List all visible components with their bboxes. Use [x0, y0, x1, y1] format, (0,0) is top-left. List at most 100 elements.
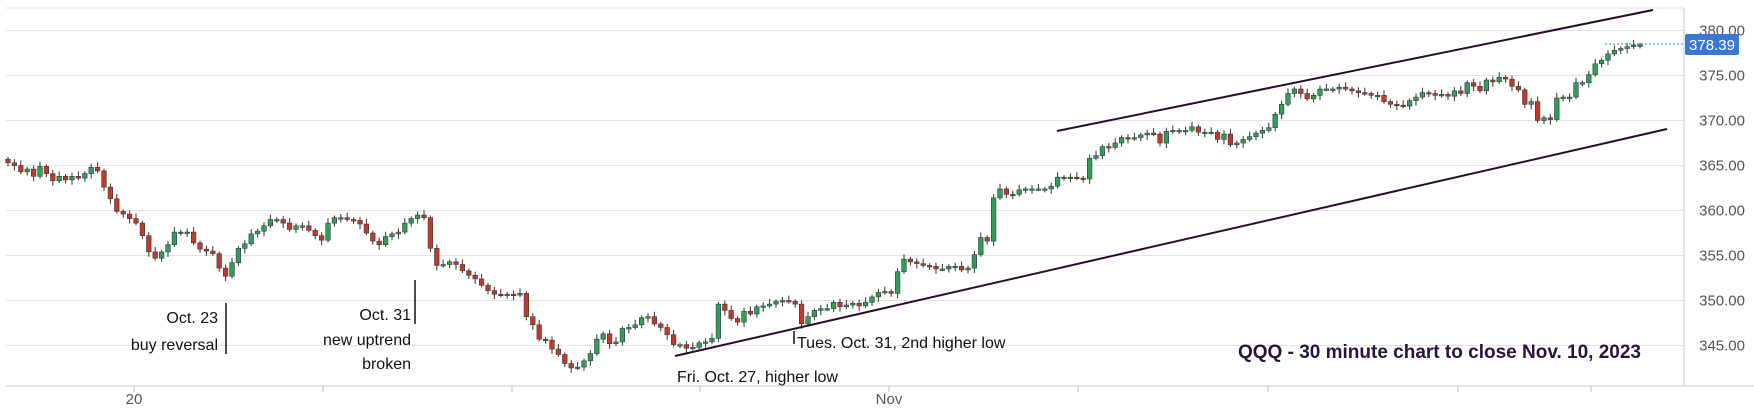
- candle-body: [1074, 176, 1080, 179]
- candlestick: [837, 298, 843, 312]
- candle-body: [293, 225, 299, 230]
- candlestick: [350, 217, 357, 224]
- candle-body: [818, 308, 824, 311]
- candlestick: [1368, 91, 1374, 99]
- plot-frame: [6, 7, 1754, 387]
- candle-body: [581, 360, 587, 368]
- candlestick: [1419, 87, 1426, 100]
- candlestick: [818, 305, 824, 316]
- candle-body: [696, 342, 702, 348]
- candlestick: [626, 323, 632, 334]
- candlestick: [542, 336, 549, 344]
- candlestick: [1349, 86, 1355, 95]
- upper-channel-line: [1056, 9, 1654, 132]
- candle-body: [446, 261, 453, 265]
- candlestick: [440, 259, 446, 268]
- candlestick: [1074, 172, 1080, 181]
- candlestick: [702, 338, 709, 348]
- candle-body: [709, 337, 715, 343]
- candlestick: [1176, 128, 1182, 134]
- candle-body: [248, 233, 254, 245]
- candlestick: [754, 304, 760, 318]
- candlestick: [875, 288, 882, 302]
- candlestick: [235, 246, 242, 267]
- candlestick: [811, 308, 818, 321]
- candle-body: [1611, 49, 1618, 55]
- candle-body: [1291, 88, 1298, 94]
- candlestick: [658, 321, 664, 332]
- candle-body: [1554, 97, 1560, 120]
- candle-body: [242, 243, 248, 249]
- candlestick: [1035, 183, 1042, 192]
- candle-body: [1566, 96, 1573, 99]
- candlestick: [978, 232, 984, 257]
- candlestick: [427, 215, 434, 252]
- candlestick: [274, 217, 280, 224]
- candle-body: [728, 310, 734, 319]
- candlestick: [75, 171, 82, 181]
- candle-body: [664, 327, 670, 335]
- candlestick: [830, 300, 837, 313]
- candlestick: [952, 262, 958, 272]
- candlestick: [1195, 124, 1202, 136]
- annotation-oct-31: Oct. 31 new uptrend broken: [323, 280, 416, 373]
- candle-body: [990, 197, 997, 242]
- candle-body: [1464, 82, 1470, 94]
- candle-body: [1509, 78, 1515, 87]
- candlestick: [1202, 128, 1208, 138]
- candle-body: [267, 219, 274, 227]
- candlestick: [1515, 81, 1522, 93]
- candle-body: [766, 303, 773, 307]
- candle-body: [1477, 86, 1483, 92]
- candle-body: [1502, 77, 1509, 80]
- candlestick: [1381, 90, 1387, 104]
- grid-lines: [6, 30, 1684, 392]
- candle-body: [1214, 131, 1221, 140]
- candle-body: [952, 265, 958, 269]
- candlestick: [1131, 132, 1138, 141]
- candlestick: [1266, 122, 1272, 133]
- candle-body: [734, 318, 741, 323]
- candlestick: [69, 172, 75, 185]
- candle-body: [107, 186, 114, 200]
- candlestick: [709, 333, 715, 345]
- candle-body: [658, 323, 664, 328]
- candle-body: [517, 292, 523, 296]
- candle-body: [1400, 104, 1406, 107]
- candle-body: [1381, 95, 1387, 102]
- candlestick: [722, 300, 728, 316]
- annotation-oct-31-line-3: broken: [362, 356, 411, 373]
- candle-body: [37, 166, 43, 177]
- candlestick: [1413, 93, 1419, 106]
- candlestick: [1541, 115, 1547, 125]
- candle-body: [210, 250, 216, 255]
- candlestick: [664, 323, 670, 340]
- candlestick: [798, 300, 805, 329]
- candlestick: [293, 223, 299, 233]
- candle-body: [466, 270, 472, 276]
- candle-body: [798, 303, 805, 325]
- candlestick: [1067, 173, 1074, 183]
- candle-body: [741, 310, 747, 323]
- candle-body: [491, 290, 498, 295]
- annotation-fri-oct-27-label: Fri. Oct. 27, higher low: [677, 369, 838, 386]
- x-tick-label: Nov: [876, 391, 903, 408]
- candle-body: [1547, 117, 1554, 120]
- candle-body: [530, 316, 536, 326]
- candlestick: [190, 227, 197, 246]
- candlestick: [984, 235, 990, 245]
- candle-body: [651, 316, 658, 325]
- candle-body: [472, 274, 478, 280]
- candle-body: [62, 176, 69, 181]
- candle-body: [613, 341, 619, 344]
- candle-body: [882, 291, 888, 294]
- candle-body: [1406, 100, 1413, 107]
- candle-body: [1445, 94, 1451, 97]
- candle-body: [75, 176, 82, 179]
- candle-body: [133, 218, 139, 224]
- candle-body: [1138, 134, 1144, 138]
- candle-body: [1355, 90, 1362, 93]
- candle-body: [1349, 88, 1355, 92]
- candlestick: [907, 256, 914, 266]
